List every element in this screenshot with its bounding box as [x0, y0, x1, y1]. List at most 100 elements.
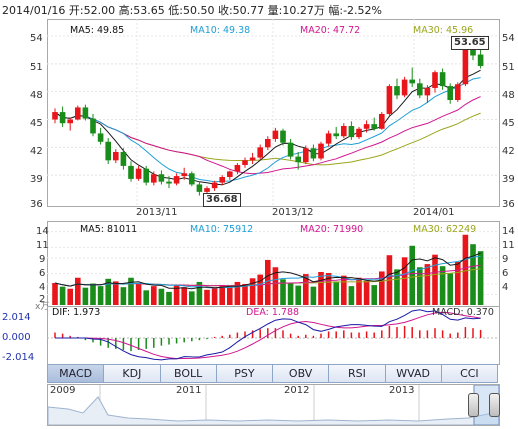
price-ytick-left: 42 [30, 146, 43, 157]
price-ytick-left: 51 [30, 62, 43, 73]
candle-body [257, 147, 263, 158]
candle-body [303, 148, 309, 163]
volume-bar [356, 277, 362, 305]
tab-wvad[interactable]: WVAD [385, 364, 442, 383]
candle-body [249, 157, 256, 161]
navigator-right-handle[interactable] [489, 393, 500, 417]
volume-ytick-left: 4 [39, 282, 46, 293]
volume-ma10-legend: MA10: 75912 [190, 224, 254, 235]
candle-body [181, 173, 187, 177]
candle-body [204, 188, 210, 192]
volume-bar [128, 277, 134, 305]
range-navigator[interactable]: 2009 2011 2012 2013 [47, 384, 500, 426]
volume-bar [52, 282, 58, 305]
candle-body [379, 113, 385, 129]
volume-ytick-left: 9 [39, 254, 46, 265]
candle-body [348, 125, 355, 138]
candle-body [143, 168, 149, 183]
volume-bar [59, 286, 66, 305]
volume-ma20-legend: MA20: 71990 [300, 224, 364, 235]
volume-bar [151, 286, 157, 305]
price-ytick-left: 36 [30, 199, 43, 210]
macd-ytick-bottom: -2.014 [2, 352, 35, 363]
volume-bar [234, 281, 241, 305]
price-ma10-line [54, 77, 481, 183]
price-chart-svg [47, 19, 498, 205]
high-price-callout: 53.65 [451, 36, 489, 50]
candle-body [67, 119, 73, 124]
volume-ma5-legend: MA5: 81011 [80, 224, 138, 235]
price-ma20-legend: MA20: 47.72 [300, 25, 361, 36]
candle-body [173, 176, 180, 184]
volume-bar [211, 288, 218, 305]
quote-summary: 2014/01/16 开:52.00 高:53.65 低:50.50 收:50.… [2, 4, 382, 17]
candle-body [113, 151, 119, 161]
tab-macd[interactable]: MACD [47, 364, 105, 383]
candle-body [356, 128, 362, 138]
volume-bar [280, 279, 286, 305]
candle-body [196, 184, 203, 192]
volume-bar [227, 286, 233, 305]
volume-bar [105, 278, 111, 305]
candle-body [462, 45, 469, 85]
candle-body [158, 174, 165, 182]
volume-bar [295, 285, 301, 305]
volume-bar [143, 290, 149, 305]
candle-body [151, 174, 157, 183]
navigator-year-label: 2012 [284, 385, 310, 396]
volume-ytick-right: 6 [502, 268, 509, 279]
volume-bar [90, 283, 96, 305]
candle-body [470, 45, 476, 56]
volume-bar [181, 287, 187, 305]
tab-obv[interactable]: OBV [273, 364, 330, 383]
price-ytick-right: 39 [502, 174, 515, 185]
navigator-left-handle[interactable] [468, 393, 479, 417]
candle-body [265, 138, 271, 148]
volume-bar [310, 286, 317, 305]
volume-ytick-left: 2 [39, 294, 46, 305]
price-ma5-legend: MA5: 49.85 [70, 25, 125, 36]
volume-bar [158, 288, 165, 305]
macd-value-legend: MACD: 0.370 [432, 307, 494, 318]
volume-unit-label: x万 [35, 302, 50, 312]
candle-body [272, 130, 279, 139]
candle-body [90, 118, 96, 134]
volume-bar [341, 275, 347, 305]
volume-ma30-legend: MA30: 62249 [413, 224, 477, 235]
candle-body [287, 142, 294, 157]
candle-body [295, 156, 301, 163]
volume-bar [173, 284, 180, 305]
navigator-year-label: 2013 [389, 385, 415, 396]
candle-body [401, 79, 408, 96]
macd-ytick-top: 2.014 [2, 312, 31, 323]
tab-psy[interactable]: PSY [216, 364, 273, 383]
volume-bar [455, 262, 461, 305]
candle-body [432, 72, 438, 88]
volume-bar [67, 288, 73, 305]
macd-dif-legend: DIF: 1.973 [52, 307, 101, 318]
volume-bar [75, 277, 81, 305]
candle-body [82, 107, 89, 119]
tab-cci[interactable]: CCI [441, 364, 498, 383]
volume-bar [82, 287, 89, 305]
volume-bar [409, 245, 415, 305]
volume-bar [318, 271, 324, 305]
price-ma10-legend: MA10: 49.38 [190, 25, 251, 36]
volume-chart-svg [47, 231, 498, 305]
volume-bar [379, 271, 385, 305]
tab-boll[interactable]: BOLL [160, 364, 217, 383]
volume-bar [97, 286, 104, 305]
price-ytick-left: 45 [30, 118, 43, 129]
price-ytick-right: 54 [502, 33, 515, 44]
price-ytick-left: 48 [30, 90, 43, 101]
candle-body [211, 182, 218, 189]
tab-rsi[interactable]: RSI [329, 364, 386, 383]
tab-kdj[interactable]: KDJ [104, 364, 161, 383]
candle-body [242, 160, 248, 165]
candle-body [447, 86, 453, 101]
volume-bar [439, 266, 446, 305]
volume-bar [166, 291, 172, 305]
volume-bar [113, 281, 119, 305]
candle-body [75, 107, 81, 120]
volume-bar [287, 283, 294, 305]
